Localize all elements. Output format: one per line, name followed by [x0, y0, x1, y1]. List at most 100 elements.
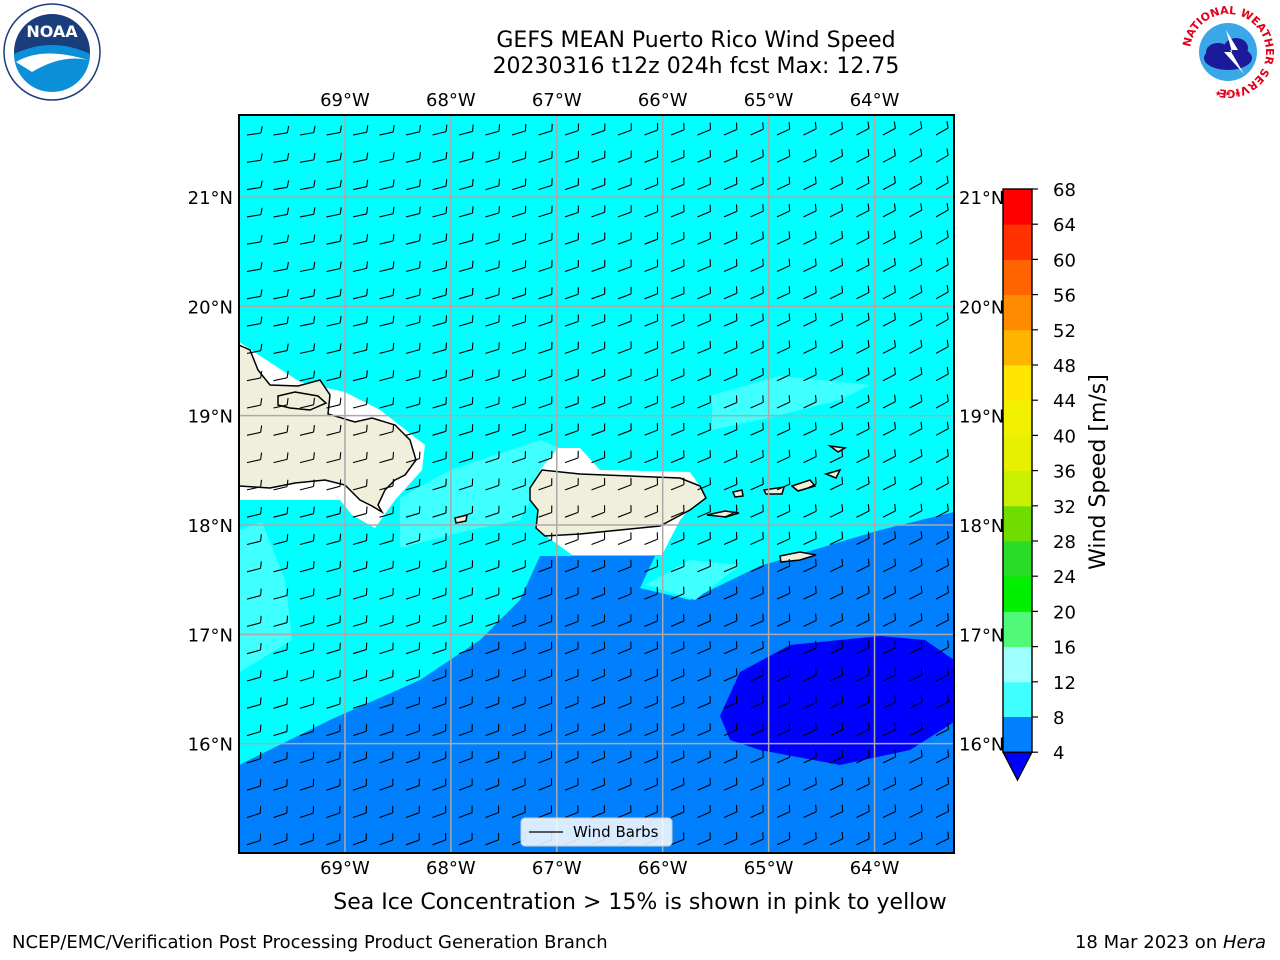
wind-barb [326, 234, 342, 245]
wind-barb [909, 476, 923, 491]
wind-barb [697, 177, 711, 191]
wind-barb [405, 124, 422, 136]
wind-barb [882, 613, 897, 627]
wind-barb [750, 286, 764, 300]
wind-barb [644, 204, 659, 218]
colorbar-tick-label: 24 [1053, 567, 1076, 588]
wind-barb [829, 176, 844, 191]
colorbar-segment [1003, 329, 1032, 366]
wind-barb [909, 558, 923, 573]
wind-barb [670, 313, 685, 327]
wind-barb [909, 695, 923, 709]
wind-barb [776, 477, 791, 491]
wind-barb [803, 804, 817, 819]
wind-barb [432, 315, 448, 327]
wind-barb [776, 668, 791, 682]
colorbar-segment [1003, 576, 1032, 612]
wind-barb [617, 368, 632, 382]
wind-barb [485, 696, 500, 709]
wind-barb [511, 478, 526, 491]
wind-barb [644, 177, 659, 191]
wind-barb [485, 233, 500, 245]
wind-barb [935, 749, 950, 764]
wind-barb [617, 150, 632, 163]
wind-barb [485, 669, 500, 682]
wind-barb [670, 341, 685, 354]
lon-label-top: 66°W [638, 90, 688, 111]
wind-barb [379, 125, 395, 136]
wind-barb [326, 424, 342, 436]
wind-barb [538, 614, 553, 627]
wind-barb [617, 614, 632, 627]
wind-barb [803, 531, 817, 545]
wind-barb [432, 751, 447, 764]
lon-label-bottom: 69°W [320, 858, 370, 879]
wind-barb [670, 231, 685, 245]
wind-barb [458, 560, 474, 573]
wind-barb [273, 316, 289, 327]
wind-barb [326, 152, 342, 163]
wind-barb [644, 314, 659, 327]
wind-barb [723, 422, 738, 436]
wind-barb [485, 587, 500, 600]
wind-barb [935, 366, 949, 382]
wind-barb [776, 832, 791, 846]
lon-label-top: 67°W [532, 90, 582, 111]
wind-barb [697, 149, 711, 163]
wind-barb [485, 533, 500, 546]
wind-barb [829, 149, 844, 163]
wind-barb [458, 369, 474, 382]
lon-label-bottom: 65°W [744, 858, 794, 879]
graticule [239, 115, 954, 853]
wind-barb [405, 669, 421, 682]
wind-barb [591, 450, 606, 464]
wind-barb [591, 668, 606, 682]
wind-barb [723, 750, 738, 764]
wind-barb [326, 588, 341, 600]
wind-barb [935, 284, 949, 300]
wind-barb [776, 722, 791, 737]
wind-barb [776, 258, 791, 272]
wind-barb [697, 259, 711, 273]
wind-barb [511, 723, 526, 737]
wind-barb [617, 341, 632, 354]
wind-barb [591, 805, 606, 819]
wind-barb [776, 231, 791, 245]
wind-barb [564, 341, 579, 354]
wind-barb [352, 370, 368, 382]
wind-barb [750, 176, 764, 191]
wind-barb [538, 260, 553, 273]
wind-barb [458, 669, 473, 682]
wind-barb [538, 560, 553, 573]
wind-barb [617, 232, 632, 245]
wind-barb [379, 451, 395, 464]
wind-barb [644, 286, 659, 300]
wind-barb [723, 613, 738, 627]
wind-barb [485, 805, 500, 819]
wind-barb [617, 805, 632, 819]
wind-barb [935, 476, 949, 491]
band-12-16-mona [400, 440, 560, 548]
wind-barb [511, 151, 527, 163]
wind-barb [909, 831, 923, 846]
legend: Wind Barbs [520, 817, 673, 847]
colorbar-segment [1003, 294, 1032, 331]
wind-barb [246, 642, 262, 655]
wind-barb [379, 342, 395, 354]
wind-barb [511, 560, 526, 573]
wind-barb [644, 750, 658, 764]
wind-barb [856, 667, 870, 682]
wind-barb [273, 343, 289, 354]
wind-barb [882, 695, 897, 709]
wind-barb [829, 285, 844, 300]
wind-barb [697, 532, 711, 546]
wind-barb [538, 151, 553, 163]
wind-barb [352, 533, 368, 546]
band-12-16-south [645, 560, 740, 600]
hispaniola-land [239, 344, 417, 515]
lon-label-top: 68°W [426, 90, 476, 111]
wind-barb [352, 315, 368, 327]
wind-barb [617, 777, 632, 791]
wind-barb [803, 149, 817, 163]
wind-barb [856, 422, 870, 436]
